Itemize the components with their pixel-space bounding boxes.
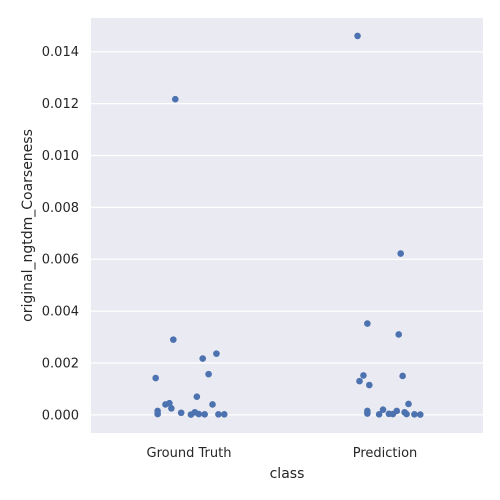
y-tick-label: 0.008 bbox=[42, 201, 79, 216]
plot-background bbox=[91, 18, 483, 433]
y-tick-label: 0.014 bbox=[42, 45, 79, 60]
data-point bbox=[199, 355, 207, 362]
data-point bbox=[375, 411, 383, 418]
y-tick-label: 0.004 bbox=[42, 305, 79, 320]
data-point bbox=[356, 377, 363, 385]
y-tick-label: 0.000 bbox=[42, 408, 79, 423]
data-point bbox=[416, 411, 424, 418]
data-point bbox=[366, 381, 373, 389]
grid-lines bbox=[91, 51, 483, 416]
data-point bbox=[209, 401, 216, 408]
data-point bbox=[399, 372, 406, 380]
data-point bbox=[201, 411, 208, 418]
data-point bbox=[168, 405, 175, 412]
data-point bbox=[395, 331, 403, 338]
data-point bbox=[379, 406, 387, 413]
data-point bbox=[170, 336, 177, 343]
x-axis-label: class bbox=[270, 466, 305, 482]
y-tick-label: 0.012 bbox=[42, 97, 79, 112]
data-point bbox=[213, 350, 220, 357]
data-point bbox=[152, 374, 159, 382]
data-point bbox=[154, 410, 161, 418]
data-point bbox=[215, 411, 222, 418]
data-point bbox=[397, 250, 404, 257]
data-point bbox=[195, 410, 203, 418]
x-tick-label: Prediction bbox=[353, 446, 418, 461]
y-tick-label: 0.002 bbox=[42, 356, 79, 371]
data-point bbox=[193, 393, 201, 400]
x-tick-labels: Ground Truth Prediction bbox=[147, 446, 418, 461]
x-tick-label: Ground Truth bbox=[147, 446, 232, 461]
data-points bbox=[152, 32, 424, 418]
data-point bbox=[187, 411, 195, 418]
data-point bbox=[364, 410, 371, 417]
data-point bbox=[360, 372, 367, 379]
data-point bbox=[205, 370, 212, 378]
data-point bbox=[405, 400, 412, 408]
data-point bbox=[364, 320, 371, 327]
data-point bbox=[389, 410, 397, 418]
data-point bbox=[411, 411, 418, 418]
data-point bbox=[220, 411, 228, 418]
y-tick-labels: 0.000 0.002 0.004 0.006 0.008 0.010 0.012 0.014 bbox=[42, 45, 79, 423]
data-point bbox=[162, 401, 169, 408]
y-tick-label: 0.010 bbox=[42, 149, 79, 164]
data-point bbox=[177, 409, 185, 417]
data-point bbox=[403, 410, 410, 418]
data-point bbox=[171, 95, 179, 103]
data-point bbox=[354, 32, 361, 40]
y-tick-label: 0.006 bbox=[42, 253, 79, 268]
y-axis-label: original_ngtdm_Coarseness bbox=[20, 129, 36, 322]
